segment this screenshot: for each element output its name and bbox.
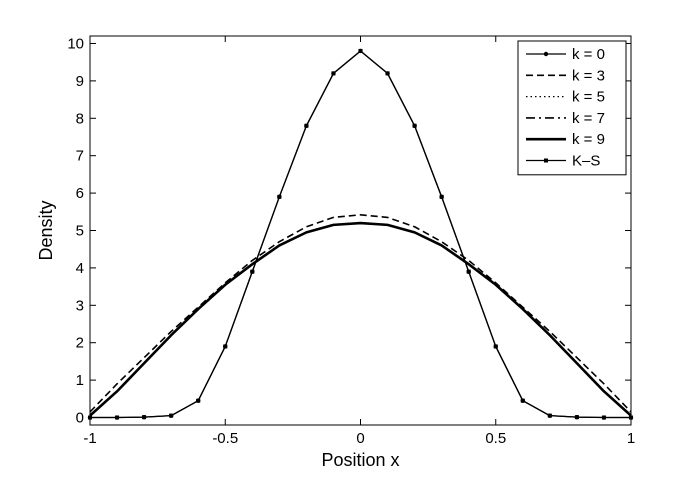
data-point <box>304 123 309 128</box>
y-tick-label: 1 <box>76 372 84 389</box>
data-point <box>439 194 444 199</box>
x-tick-label: 1 <box>627 430 635 447</box>
series-2 <box>89 213 632 413</box>
y-tick-label: 4 <box>76 260 84 277</box>
x-tick-label: -0.5 <box>212 430 238 447</box>
y-tick-label: 10 <box>67 35 84 52</box>
legend-label: K–S <box>572 153 600 170</box>
data-point <box>169 413 174 418</box>
series-line <box>89 213 632 413</box>
y-tick-label: 8 <box>76 110 84 127</box>
x-axis-title: Position x <box>321 450 399 470</box>
plot-area <box>87 48 634 420</box>
legend: k = 0 k = 3 k = 5 k = 7 k = 9 K–S <box>517 40 627 176</box>
x-tick-label: -1 <box>83 430 96 447</box>
data-point <box>547 413 552 418</box>
data-point <box>250 269 255 274</box>
data-point <box>358 48 363 53</box>
legend-label: k = 7 <box>572 110 605 127</box>
x-tick-label: 0 <box>356 430 364 447</box>
data-point <box>385 71 390 76</box>
data-point <box>277 194 282 199</box>
y-tick-label: 6 <box>76 185 84 202</box>
y-tick-label: 2 <box>76 335 84 352</box>
data-point <box>493 344 498 349</box>
y-tick-label: 3 <box>76 297 84 314</box>
legend-label: k = 3 <box>572 67 605 84</box>
legend-marker <box>543 51 549 57</box>
data-point <box>223 344 228 349</box>
data-point <box>196 398 201 403</box>
data-point <box>331 71 336 76</box>
data-point <box>520 398 525 403</box>
legend-box <box>517 40 627 176</box>
data-point <box>574 415 579 420</box>
y-tick-label: 9 <box>76 73 84 90</box>
data-point <box>115 415 120 420</box>
data-point <box>601 415 606 420</box>
y-tick-label: 0 <box>76 410 84 427</box>
legend-marker <box>544 158 548 163</box>
series-5 <box>89 221 632 417</box>
y-tick-label: 5 <box>76 223 84 240</box>
y-tick-label: 7 <box>76 148 84 165</box>
x-tick-label: 0.5 <box>485 430 506 447</box>
legend-label: k = 0 <box>572 46 605 63</box>
data-point <box>412 123 417 128</box>
series-line <box>89 221 632 417</box>
data-point <box>466 269 471 274</box>
legend-label: k = 9 <box>572 131 605 148</box>
legend-label: k = 5 <box>572 89 605 106</box>
y-axis-title: Density <box>36 200 56 260</box>
data-point <box>142 415 147 420</box>
